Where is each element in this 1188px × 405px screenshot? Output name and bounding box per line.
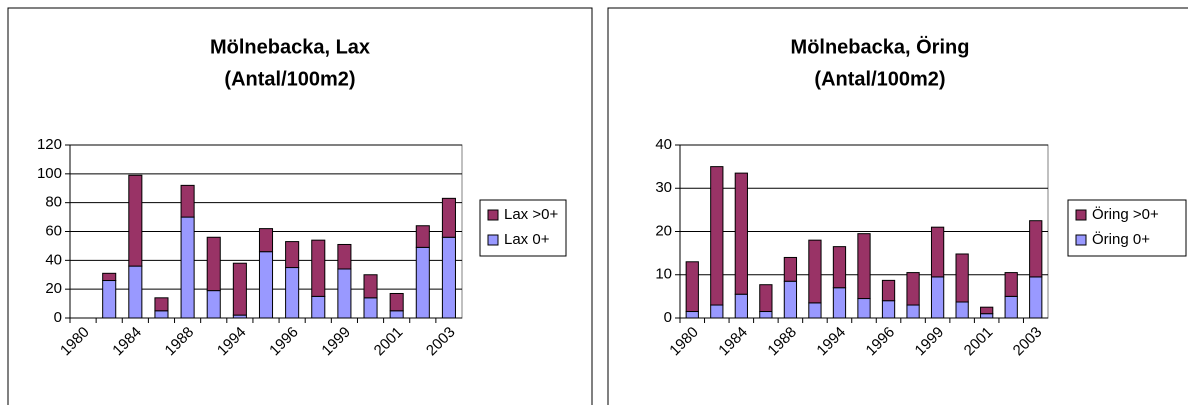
- y-tick-label: 20: [45, 280, 62, 297]
- bar-segment: [415, 225, 430, 248]
- bar-segment: [258, 251, 274, 319]
- legend: Öring >0+ Öring 0+: [1067, 199, 1187, 257]
- bar-segment: [808, 302, 822, 319]
- legend: Lax >0+ Lax 0+: [479, 199, 567, 257]
- bar-segment: [258, 228, 274, 253]
- bar-segment: [128, 174, 143, 267]
- bar-segment: [389, 292, 404, 312]
- bar-segment: [415, 246, 430, 319]
- bar-segment: [337, 268, 352, 319]
- bar-segment: [285, 267, 300, 319]
- bar-segment: [102, 280, 117, 319]
- bar-segment: [363, 274, 378, 299]
- bar-segment: [980, 313, 994, 319]
- bar-segment: [710, 166, 724, 306]
- y-tick-label: 80: [45, 194, 62, 211]
- bar-segment: [832, 246, 847, 289]
- chart-subtitle: (Antal/100m2): [224, 68, 355, 90]
- chart-subtitle: (Antal/100m2): [814, 68, 945, 90]
- y-tick-label: 0: [664, 309, 672, 326]
- bar-segment: [1029, 276, 1043, 319]
- bar-segment: [180, 184, 195, 218]
- bar-segment: [783, 280, 798, 319]
- legend-swatch: [1075, 209, 1087, 221]
- legend-label: Öring >0+: [1092, 205, 1159, 223]
- bar-segment: [285, 241, 300, 269]
- bar-segment: [980, 306, 994, 315]
- bar-segment: [734, 293, 748, 319]
- bar-segment: [832, 287, 847, 319]
- bar-segment: [441, 236, 456, 319]
- chart: Mölnebacka, Lax (Antal/100m2) 0 20 40 60 80 100…: [7, 7, 593, 405]
- bar-segment: [930, 276, 945, 319]
- bar-segment: [311, 295, 326, 319]
- legend-swatch: [487, 234, 499, 246]
- bar-segment: [128, 265, 143, 319]
- bar-segment: [1004, 272, 1018, 297]
- bar-segment: [955, 253, 969, 303]
- legend-label: Öring 0+: [1092, 230, 1150, 248]
- bar-segment: [337, 243, 352, 270]
- bar-segment: [808, 239, 822, 304]
- bar-segment: [389, 310, 404, 319]
- y-tick-label: 30: [655, 179, 672, 196]
- bar-segment: [363, 297, 378, 319]
- y-tick-label: 40: [45, 251, 62, 268]
- y-tick-label: 40: [655, 136, 672, 153]
- y-tick-label: 10: [655, 266, 672, 283]
- bar-segment: [232, 262, 247, 316]
- y-tick-label: 60: [45, 222, 62, 239]
- bar-segment: [906, 272, 920, 306]
- bar-segment: [1004, 295, 1018, 319]
- y-tick-label: 100: [37, 165, 62, 182]
- y-tick-label: 20: [655, 222, 672, 239]
- bar-segment: [1029, 220, 1043, 278]
- y-tick-label: 0: [54, 309, 62, 326]
- bar-segment: [783, 256, 798, 282]
- bar-segment: [930, 226, 945, 278]
- bar-segment: [441, 197, 456, 238]
- bar-segment: [206, 236, 221, 292]
- legend-swatch: [487, 209, 499, 221]
- bar-segment: [955, 301, 969, 319]
- bar-segment: [857, 233, 871, 300]
- legend-frame: [1067, 199, 1187, 257]
- chart-title: Mölnebacka, Öring: [791, 35, 970, 58]
- bar-segment: [102, 272, 117, 282]
- bar-segment: [759, 311, 773, 319]
- bar-segment: [685, 311, 699, 319]
- bar-segment: [180, 216, 195, 319]
- bar-segment: [154, 297, 169, 312]
- bar-segment: [710, 304, 724, 319]
- bar-segment: [906, 304, 920, 319]
- bar-segment: [881, 300, 896, 319]
- chart-title: Mölnebacka, Lax: [210, 36, 370, 58]
- bar-segment: [154, 310, 169, 319]
- legend-frame: [479, 199, 567, 257]
- bar-segment: [881, 279, 896, 302]
- y-tick-label: 120: [37, 136, 62, 153]
- bar-segment: [734, 172, 748, 295]
- bar-segment: [685, 261, 699, 313]
- legend-label: Lax 0+: [504, 231, 550, 248]
- bar-segment: [206, 290, 221, 319]
- bar-segment: [311, 239, 326, 297]
- bar-segment: [759, 284, 773, 313]
- legend-swatch: [1075, 234, 1087, 246]
- legend-label: Lax >0+: [504, 206, 558, 223]
- bar-segment: [857, 298, 871, 319]
- chart: Mölnebacka, Öring(Antal/100m2)0102030401…: [607, 7, 1188, 405]
